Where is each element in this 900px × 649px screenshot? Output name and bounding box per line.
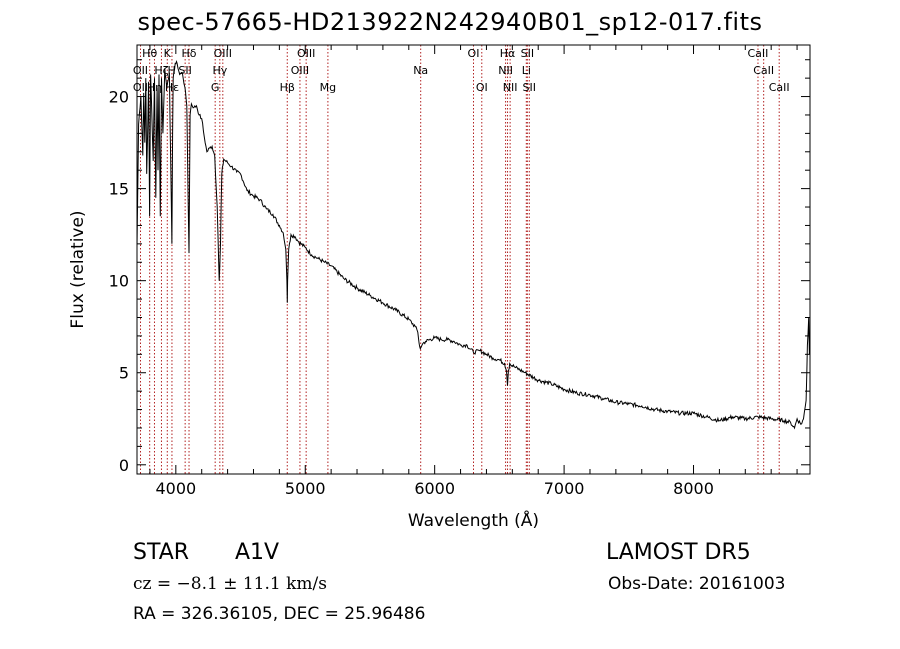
obs-date: Obs-Date: 20161003 (608, 574, 786, 594)
line-label: Hδ (182, 47, 197, 60)
line-label: Na (413, 64, 428, 77)
object-type: STAR (133, 540, 190, 565)
chart-title: spec-57665-HD213922N242940B01_sp12-017.f… (137, 8, 763, 36)
line-label: OIII (297, 47, 315, 60)
y-tick-label: 0 (119, 456, 129, 475)
object-class: A1V (235, 540, 280, 565)
line-label: NII (503, 81, 518, 94)
line-label: NII (498, 64, 513, 77)
line-label: OIII (214, 47, 232, 60)
line-label: Hε (165, 81, 179, 94)
x-tick-label: 8000 (673, 479, 714, 498)
line-label: OII (133, 64, 148, 77)
line-label: G (211, 81, 220, 94)
y-tick-label: 20 (109, 88, 129, 107)
spectrum-line (136, 60, 810, 430)
line-label: CaII (769, 81, 790, 94)
line-label: SII (178, 64, 191, 77)
line-label: Hθ (142, 47, 157, 60)
x-tick-label: 4000 (155, 479, 196, 498)
redshift-text: cz = −8.1 ± 11.1 km/s (133, 574, 327, 594)
line-label: Li (522, 64, 531, 77)
line-label: SII (523, 81, 536, 94)
line-label: Hγ (212, 64, 227, 77)
line-label: Mg (320, 81, 336, 94)
plot-frame (136, 44, 811, 475)
line-label: OIII (291, 64, 309, 77)
x-tick-label: 5000 (285, 479, 326, 498)
line-label: Hζ (154, 64, 168, 77)
x-tick-label: 6000 (414, 479, 455, 498)
y-tick-label: 5 (119, 364, 129, 383)
survey-name: LAMOST DR5 (606, 540, 751, 565)
coordinates: RA = 326.36105, DEC = 25.96486 (133, 604, 426, 624)
line-label: CaII (748, 47, 769, 60)
line-label: OI (476, 81, 488, 94)
line-label: CaII (753, 64, 774, 77)
line-label: SII (521, 47, 534, 60)
x-axis-label: Wavelength (Å) (408, 509, 539, 531)
line-label: OI (468, 47, 480, 60)
line-label: Hβ (280, 81, 295, 94)
line-label: Hα (500, 47, 516, 60)
line-label: H (168, 64, 176, 77)
y-axis-label: Flux (relative) (68, 210, 88, 328)
line-label: K (164, 47, 172, 60)
y-tick-label: 10 (109, 272, 129, 291)
y-tick-label: 15 (109, 180, 129, 199)
x-tick-label: 7000 (544, 479, 585, 498)
